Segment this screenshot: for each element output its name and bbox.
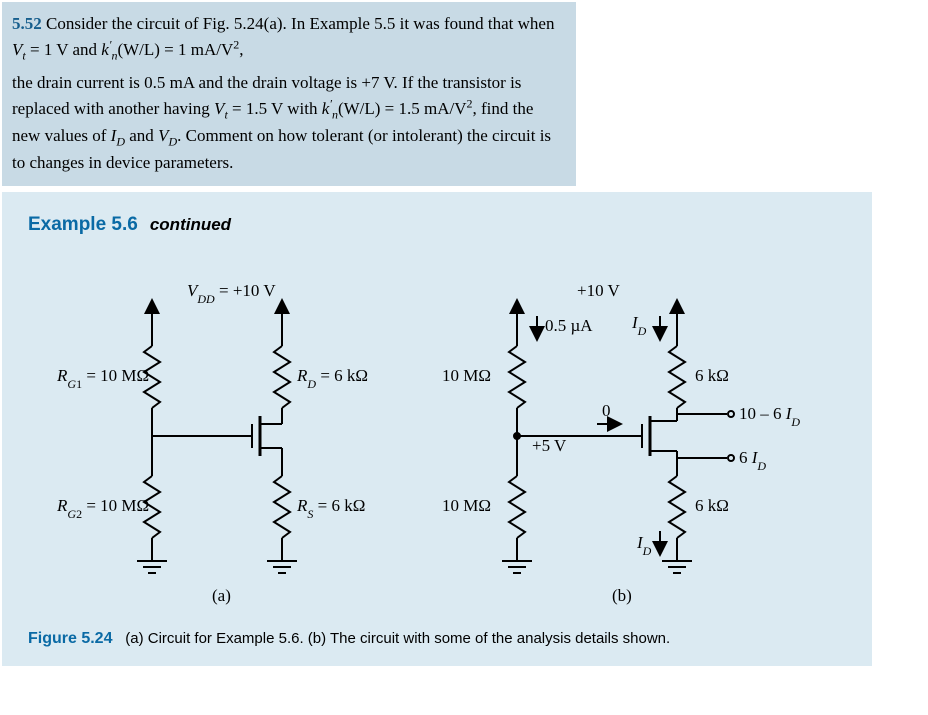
subfig-b-tag: (b) [612, 586, 632, 605]
svg-text:ID: ID [631, 313, 647, 338]
example-title: Example 5.6 [28, 214, 138, 235]
svg-text:10 MΩ: 10 MΩ [442, 496, 491, 515]
svg-text:ID: ID [636, 533, 652, 558]
svg-text:6 ID: 6 ID [739, 448, 766, 473]
svg-text:+10 V: +10 V [577, 281, 621, 300]
figure-caption: Figure 5.24 (a) Circuit for Example 5.6.… [28, 628, 846, 648]
example-block: Example 5.6 continued VDD = +10 V RG1 = … [2, 192, 872, 666]
svg-text:6 kΩ: 6 kΩ [695, 496, 729, 515]
example-heading: Example 5.6 continued [28, 214, 846, 236]
figure-panels: VDD = +10 V RG1 = 10 MΩ RG2 = 10 MΩ [28, 276, 846, 606]
svg-text:RG2 = 10 MΩ: RG2 = 10 MΩ [57, 496, 149, 521]
example-continued: continued [150, 215, 231, 234]
figure-number: Figure 5.24 [28, 630, 112, 647]
svg-text:0.5 µA: 0.5 µA [545, 316, 593, 335]
svg-text:10 – 6 ID: 10 – 6 ID [739, 404, 800, 429]
subfig-a-tag: (a) [212, 586, 231, 605]
figure-caption-text: (a) Circuit for Example 5.6. (b) The cir… [125, 630, 670, 647]
problem-block: 5.52 Consider the circuit of Fig. 5.24(a… [2, 2, 576, 186]
problem-number: 5.52 [12, 14, 42, 33]
problem-text-2: the drain current is 0.5 mA and the drai… [12, 73, 551, 172]
svg-text:6 kΩ: 6 kΩ [695, 366, 729, 385]
svg-text:RD = 6 kΩ: RD = 6 kΩ [296, 366, 368, 391]
svg-text:0: 0 [602, 401, 611, 420]
svg-text:VDD = +10 V: VDD = +10 V [187, 281, 276, 306]
circuit-b: +10 V 0.5 µA ID 10 MΩ 10 MΩ [437, 276, 817, 606]
svg-text:+5 V: +5 V [532, 436, 567, 455]
svg-text:RG1 = 10 MΩ: RG1 = 10 MΩ [57, 366, 149, 391]
svg-text:RS = 6 kΩ: RS = 6 kΩ [296, 496, 365, 521]
problem-text: Consider the circuit of Fig. 5.24(a). In… [12, 14, 554, 59]
svg-text:10 MΩ: 10 MΩ [442, 366, 491, 385]
circuit-a: VDD = +10 V RG1 = 10 MΩ RG2 = 10 MΩ [57, 276, 377, 606]
